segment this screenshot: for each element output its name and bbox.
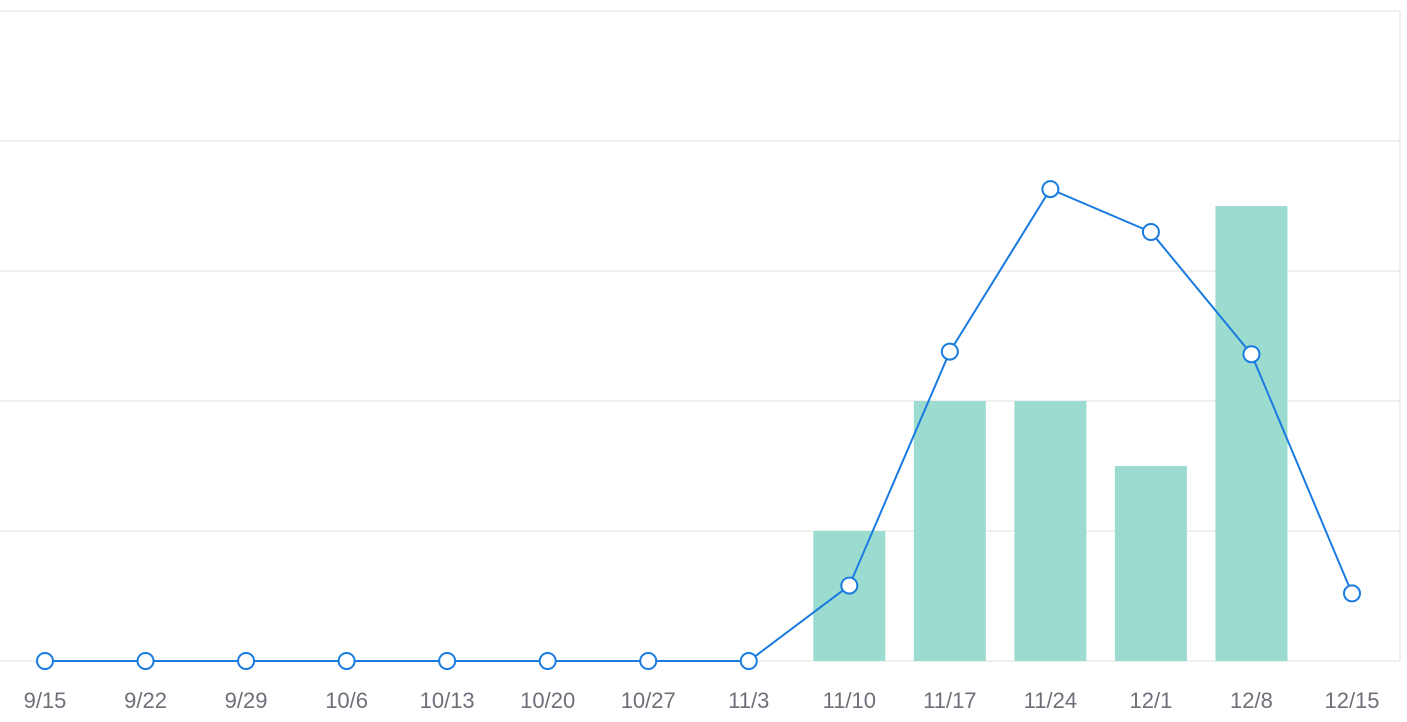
x-tick-label: 11/3 [728, 688, 769, 713]
x-tick-label: 11/10 [823, 688, 876, 713]
line [45, 187, 1353, 662]
line-point [438, 652, 457, 670]
x-tick-label: 11/24 [1024, 688, 1077, 713]
bar [813, 531, 886, 661]
x-tick-label: 12/15 [1324, 688, 1379, 713]
x-tick-label: 10/27 [621, 688, 676, 713]
x-tick-label: 9/15 [24, 688, 67, 713]
x-tick-label: 11/17 [923, 688, 976, 713]
bar [1014, 401, 1087, 661]
line-point [237, 652, 256, 670]
x-tick-label: 9/29 [225, 688, 268, 713]
x-tick-label: 10/13 [420, 688, 475, 713]
line-point [337, 652, 356, 670]
line-point [639, 652, 658, 670]
bar [913, 401, 986, 661]
line-point [36, 652, 54, 670]
line-point [840, 576, 859, 595]
x-tick-label: 12/1 [1130, 688, 1173, 713]
line-point [538, 652, 557, 670]
line-point [739, 652, 758, 670]
x-tick-label: 10/6 [325, 688, 368, 713]
bar [1215, 206, 1288, 661]
line-point [136, 652, 155, 670]
line-point [1041, 180, 1060, 199]
x-tick-label: 12/8 [1230, 688, 1273, 713]
x-tick-label: 10/20 [520, 688, 575, 713]
bar [1114, 466, 1187, 661]
line-point [1141, 223, 1160, 241]
line-point [940, 342, 959, 361]
line-point [1242, 345, 1261, 364]
x-tick-label: 9/22 [124, 688, 167, 713]
line-point [1343, 584, 1361, 603]
